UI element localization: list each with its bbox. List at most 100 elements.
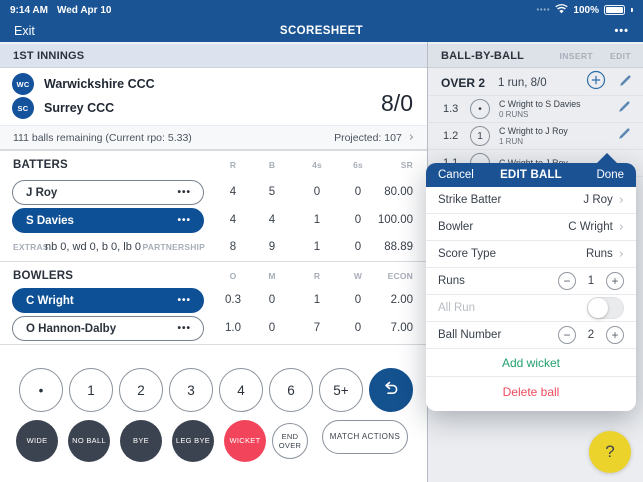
batters-title: BATTERS bbox=[13, 159, 68, 171]
popover-header: Cancel EDIT BALL Done bbox=[426, 163, 636, 187]
bowler-value: C Wright bbox=[568, 221, 613, 233]
question-mark-icon: ? bbox=[605, 442, 615, 461]
done-button[interactable]: Done bbox=[596, 169, 625, 181]
runs-increment-button[interactable]: + bbox=[606, 272, 624, 290]
ball-by-ball-title: BALL-BY-BALL bbox=[441, 49, 525, 62]
leg-bye-button[interactable]: LEG BYE bbox=[172, 420, 214, 462]
navigation-bar: Exit SCORESHEET ••• bbox=[0, 20, 643, 42]
clock: 9:14 AM bbox=[10, 4, 48, 16]
run-button-2[interactable]: 2 bbox=[119, 368, 163, 412]
runs-decrement-button[interactable]: − bbox=[558, 272, 576, 290]
ball-number-decrement-button[interactable]: − bbox=[558, 326, 576, 344]
chevron-right-icon: › bbox=[408, 130, 414, 145]
column-header: SR bbox=[400, 160, 413, 170]
status-bar: 9:14 AM Wed Apr 10 •••• 100% bbox=[0, 0, 643, 20]
undo-button[interactable] bbox=[369, 368, 413, 412]
score-type-row[interactable]: Score Type Runs › bbox=[426, 241, 636, 268]
current-score: 8/0 bbox=[381, 90, 413, 116]
ball-number-value: 2 bbox=[587, 329, 595, 341]
batter-options-button[interactable]: ••• bbox=[177, 187, 191, 198]
edit-button[interactable]: EDIT bbox=[610, 50, 631, 61]
bowler-row-setting[interactable]: Bowler C Wright › bbox=[426, 214, 636, 241]
stat-maidens: 0 bbox=[268, 294, 276, 306]
ball-row-1-2[interactable]: 1.2 1 C Wright to J Roy 1 RUN bbox=[428, 123, 643, 150]
stat-strike-rate: 80.00 bbox=[384, 186, 413, 198]
edit-over-button[interactable] bbox=[619, 74, 632, 92]
divider bbox=[0, 150, 427, 151]
bowler-options-button[interactable]: ••• bbox=[177, 295, 191, 306]
chevron-right-icon: › bbox=[618, 246, 624, 262]
stat-wickets: 0 bbox=[354, 322, 362, 334]
divider bbox=[0, 344, 427, 345]
delete-ball-button[interactable]: Delete ball bbox=[502, 385, 560, 399]
help-button[interactable]: ? bbox=[589, 431, 631, 473]
batters-header-row: BATTERS R B 4s 6s SR bbox=[0, 152, 427, 178]
date: Wed Apr 10 bbox=[56, 4, 112, 16]
run-button-3[interactable]: 3 bbox=[169, 368, 213, 412]
bowler-options-button[interactable]: ••• bbox=[177, 323, 191, 334]
more-menu-button[interactable]: ••• bbox=[614, 25, 629, 37]
column-header: O bbox=[229, 271, 237, 281]
edit-ball-button[interactable] bbox=[618, 127, 631, 145]
edit-ball-button[interactable] bbox=[618, 100, 631, 118]
exit-button[interactable]: Exit bbox=[14, 24, 35, 38]
ball-number-label: Ball Number bbox=[438, 329, 502, 341]
batter-pill-s-davies[interactable]: S Davies ••• bbox=[12, 208, 204, 233]
stat-fours: 1 bbox=[313, 214, 321, 226]
end-over-button[interactable]: END OVER bbox=[272, 423, 308, 459]
ball-number-increment-button[interactable]: + bbox=[606, 326, 624, 344]
page-title: SCORESHEET bbox=[279, 25, 364, 37]
stat-fours: 0 bbox=[313, 186, 321, 198]
cancel-button[interactable]: Cancel bbox=[438, 169, 474, 181]
partnership-strike-rate: 88.89 bbox=[384, 241, 413, 253]
divider bbox=[0, 42, 643, 44]
wicket-button[interactable]: WICKET bbox=[224, 420, 266, 462]
run-button-dot[interactable]: • bbox=[19, 368, 63, 412]
cellular-signal-icon: •••• bbox=[536, 6, 551, 14]
team-badge-surrey: SC bbox=[12, 97, 34, 119]
run-button-4[interactable]: 4 bbox=[219, 368, 263, 412]
strike-batter-row[interactable]: Strike Batter J Roy › bbox=[426, 187, 636, 214]
run-button-6[interactable]: 6 bbox=[269, 368, 313, 412]
no-ball-button[interactable]: NO BALL bbox=[68, 420, 110, 462]
bowler-row: O Hannon-Dalby ••• 1.0 0 7 0 7.00 bbox=[0, 314, 427, 342]
partnership-fours: 1 bbox=[313, 241, 321, 253]
stat-economy: 2.00 bbox=[390, 294, 413, 306]
bowler-pill-c-wright[interactable]: C Wright ••• bbox=[12, 288, 204, 313]
balls-remaining: 111 balls remaining (Current rpo: 5.33) bbox=[13, 131, 192, 144]
ball-row-1-3[interactable]: 1.3 • C Wright to S Davies 0 RUNS bbox=[428, 96, 643, 123]
insert-button[interactable]: INSERT bbox=[559, 50, 594, 61]
run-button-5plus[interactable]: 5+ bbox=[319, 368, 363, 412]
all-run-toggle[interactable] bbox=[587, 297, 624, 319]
ball-number: 1.2 bbox=[443, 130, 459, 142]
wifi-icon bbox=[555, 3, 569, 17]
popover-arrow bbox=[596, 153, 618, 164]
bowler-pill-o-hannon-dalby[interactable]: O Hannon-Dalby ••• bbox=[12, 316, 204, 341]
extras-partnership-row: EXTRAS nb 0, wd 0, b 0, lb 0 PARTNERSHIP… bbox=[0, 234, 427, 260]
stat-overs: 1.0 bbox=[225, 322, 241, 334]
runs-row: Runs − 1 + bbox=[426, 268, 636, 295]
batter-pill-j-roy[interactable]: J Roy ••• bbox=[12, 180, 204, 205]
insert-ball-button[interactable] bbox=[586, 70, 606, 95]
projected-score-link[interactable]: Projected: 107 › bbox=[334, 131, 414, 144]
stat-runs: 4 bbox=[229, 214, 237, 226]
run-button-1[interactable]: 1 bbox=[69, 368, 113, 412]
over-label: OVER 2 bbox=[441, 75, 486, 90]
bye-button[interactable]: BYE bbox=[120, 420, 162, 462]
bowler-name: O Hannon-Dalby bbox=[26, 322, 117, 335]
over-summary-row: OVER 2 1 run, 8/0 bbox=[428, 70, 643, 96]
column-header: 6s bbox=[353, 160, 363, 170]
strike-batter-label: Strike Batter bbox=[438, 194, 502, 206]
batter-options-button[interactable]: ••• bbox=[177, 215, 191, 226]
battery-percent: 100% bbox=[573, 4, 599, 16]
add-wicket-button[interactable]: Add wicket bbox=[426, 349, 636, 377]
match-actions-button[interactable]: MATCH ACTIONS bbox=[322, 420, 408, 454]
ball-result-icon: 1 bbox=[470, 126, 490, 146]
undo-icon bbox=[380, 378, 402, 403]
innings-meta-row: 111 balls remaining (Current rpo: 5.33) … bbox=[0, 125, 427, 150]
stat-overs: 0.3 bbox=[225, 294, 241, 306]
wide-button[interactable]: WIDE bbox=[16, 420, 58, 462]
score-type-label: Score Type bbox=[438, 248, 496, 260]
stat-maidens: 0 bbox=[268, 322, 276, 334]
